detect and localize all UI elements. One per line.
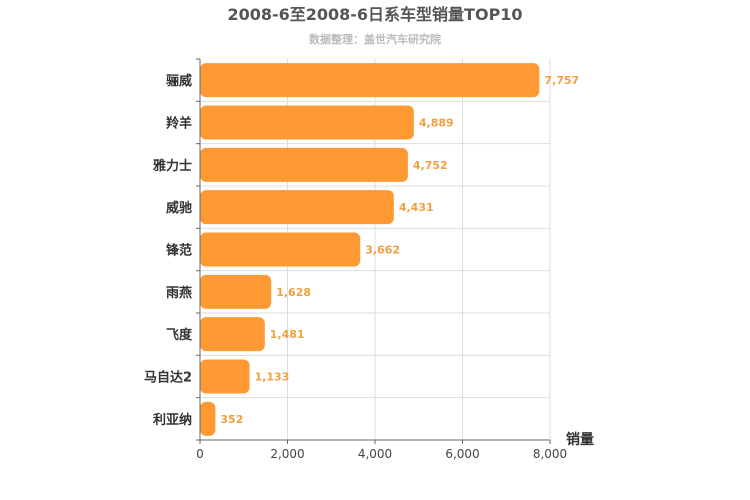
value-label: 3,662 (365, 244, 400, 257)
x-tick-label: 6,000 (445, 447, 479, 461)
bar (200, 359, 250, 394)
bar (200, 232, 361, 267)
category-label: 马自达2 (144, 370, 192, 386)
category-label: 羚羊 (166, 116, 192, 132)
x-tick-labels: 0 2,000 4,000 6,000 8,000 (196, 440, 567, 461)
bar (200, 190, 394, 225)
bar (200, 401, 216, 436)
category-label: 雨燕 (166, 285, 192, 301)
value-label: 1,628 (276, 286, 311, 299)
category-label: 威驰 (166, 200, 192, 216)
category-label: 雅力士 (153, 158, 192, 174)
value-labels: 7,757 4,889 4,752 4,431 3,662 1,628 1,481 1,133… (220, 74, 579, 426)
value-label: 1,133 (255, 371, 290, 384)
category-label: 利亚纳 (153, 412, 192, 428)
value-label: 4,752 (413, 159, 448, 172)
chart-subtitle: 数据整理：盖世汽车研究院 (309, 32, 441, 46)
bar (200, 317, 265, 352)
value-label: 1,481 (270, 328, 305, 341)
x-axis-label: 销量 (566, 431, 594, 448)
bar (200, 105, 414, 140)
x-tick-label: 8,000 (533, 447, 567, 461)
category-label: 骊威 (166, 73, 192, 89)
x-tick-label: 4,000 (358, 447, 392, 461)
value-label: 4,431 (399, 201, 434, 214)
value-label: 352 (220, 413, 243, 426)
category-label: 锋范 (166, 243, 192, 259)
chart-title: 2008-6至2008-6日系车型销量TOP10 (227, 5, 522, 24)
value-label: 4,889 (419, 117, 454, 130)
bar (200, 274, 272, 309)
bar (200, 63, 540, 98)
bars-group (200, 63, 540, 436)
bar (200, 147, 408, 182)
x-tick-label: 2,000 (270, 447, 304, 461)
category-label: 飞度 (166, 327, 193, 343)
x-tick-label: 0 (196, 447, 204, 461)
value-label: 7,757 (544, 74, 579, 87)
